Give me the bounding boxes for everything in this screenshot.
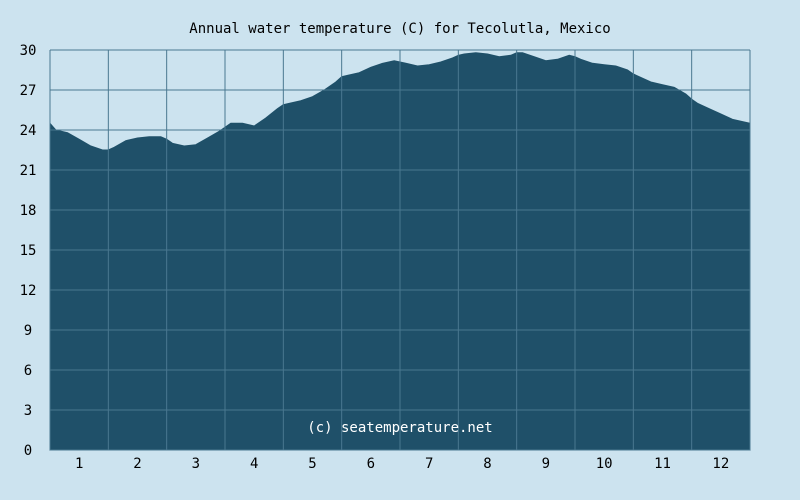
x-tick-label-2: 2 xyxy=(133,456,141,472)
x-tick-label-10: 10 xyxy=(596,456,613,472)
x-axis-ticks: 1 2 3 4 5 6 7 8 9 10 11 12 xyxy=(75,456,729,472)
y-tick-label-15: 15 xyxy=(20,243,37,259)
y-tick-label-3: 3 xyxy=(24,403,32,419)
x-tick-label-6: 6 xyxy=(367,456,375,472)
y-tick-label-21: 21 xyxy=(20,163,37,179)
watermark: (c) seatemperature.net xyxy=(307,420,492,436)
grid-layer xyxy=(49,49,751,451)
y-tick-label-12: 12 xyxy=(20,283,37,299)
x-tick-label-8: 8 xyxy=(483,456,491,472)
y-tick-label-18: 18 xyxy=(20,203,37,219)
x-tick-label-4: 4 xyxy=(250,456,258,472)
x-tick-label-12: 12 xyxy=(712,456,729,472)
x-tick-label-5: 5 xyxy=(308,456,316,472)
x-tick-label-3: 3 xyxy=(192,456,200,472)
y-tick-label-27: 27 xyxy=(20,83,37,99)
y-axis-ticks: 0 3 6 9 12 15 18 21 24 27 30 xyxy=(20,43,37,459)
x-tick-label-11: 11 xyxy=(654,456,671,472)
x-tick-label-7: 7 xyxy=(425,456,433,472)
y-tick-label-30: 30 xyxy=(20,43,37,59)
y-tick-label-9: 9 xyxy=(24,323,32,339)
y-tick-label-24: 24 xyxy=(20,123,37,139)
chart-title: Annual water temperature (C) for Tecolut… xyxy=(189,21,610,37)
y-tick-label-6: 6 xyxy=(24,363,32,379)
x-tick-label-9: 9 xyxy=(542,456,550,472)
y-tick-label-0: 0 xyxy=(24,443,32,459)
x-tick-label-1: 1 xyxy=(75,456,83,472)
